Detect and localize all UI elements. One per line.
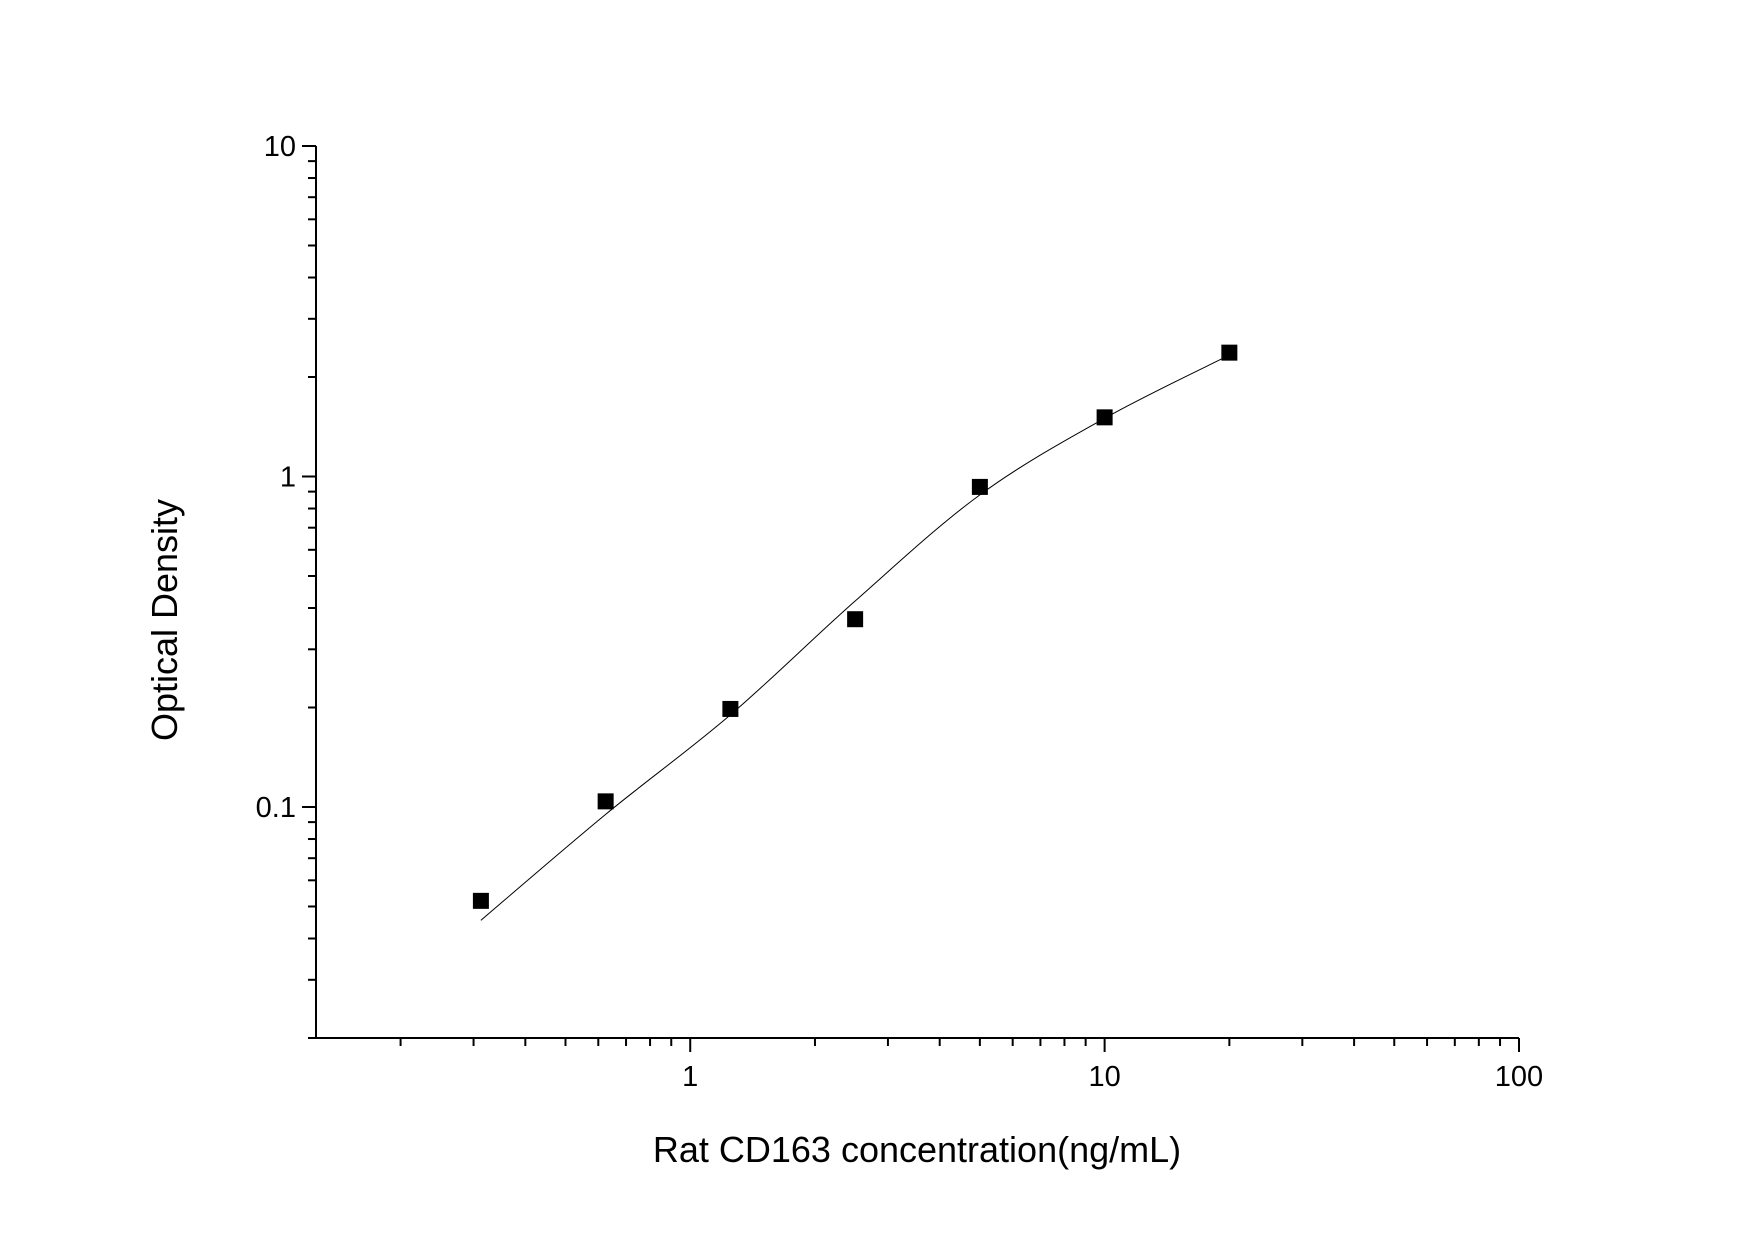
x-tick-label: 10 xyxy=(1088,1061,1120,1093)
y-tick-label: 1 xyxy=(280,461,296,493)
data-point xyxy=(597,793,614,810)
x-tick-label: 1 xyxy=(682,1061,698,1093)
data-point xyxy=(472,892,489,909)
data-point xyxy=(971,478,988,495)
axes: 1 10 100 0.1 1 10 xyxy=(256,131,1544,1093)
fit-curve xyxy=(480,354,1230,921)
data-point xyxy=(1096,409,1113,426)
data-points xyxy=(472,344,1238,909)
x-tick-label: 100 xyxy=(1495,1061,1543,1093)
data-point xyxy=(722,700,739,717)
y-tick-label: 10 xyxy=(264,131,296,163)
y-axis-label: Optical Density xyxy=(144,499,185,741)
y-tick-label: 0.1 xyxy=(256,792,296,824)
data-point xyxy=(1221,344,1238,361)
data-point xyxy=(847,611,864,628)
x-axis-label: Rat CD163 concentration(ng/mL) xyxy=(653,1129,1181,1170)
